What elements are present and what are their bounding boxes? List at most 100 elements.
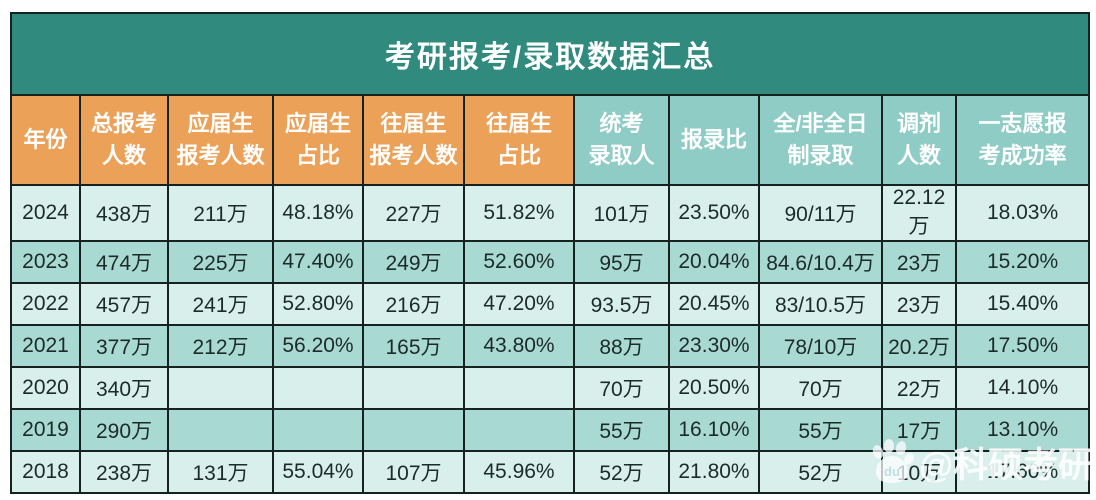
data-cell: 51.82%	[463, 184, 575, 242]
column-header-9: 全/非全日 制录取	[758, 94, 883, 186]
data-cell: 101万	[573, 184, 670, 242]
data-cell: 95万	[573, 240, 670, 284]
data-cell: 52万	[573, 450, 670, 494]
data-cell: 20.04%	[668, 240, 760, 284]
year-cell: 2023	[10, 240, 81, 284]
data-cell: 212万	[167, 324, 274, 368]
column-header-1: 年份	[10, 94, 81, 186]
table-title: 考研报考/录取数据汇总	[9, 12, 1091, 96]
column-header-6: 往届生 占比	[463, 94, 575, 186]
data-cell	[362, 408, 465, 452]
data-cell: 131万	[167, 450, 274, 494]
data-cell: 43.80%	[463, 324, 575, 368]
data-cell: 165万	[362, 324, 465, 368]
data-cell: 14.10%	[954, 366, 1091, 410]
data-cell: 52.80%	[272, 282, 364, 326]
year-cell: 2024	[10, 184, 81, 242]
data-cell: 17.50%	[954, 324, 1091, 368]
data-cell: 438万	[79, 184, 169, 242]
data-cell: 47.40%	[272, 240, 364, 284]
column-header-10: 调剂 人数	[881, 94, 957, 186]
data-cell: 70万	[573, 366, 670, 410]
data-cell: 20.45%	[668, 282, 760, 326]
data-cell: 474万	[79, 240, 169, 284]
data-cell: 78/10万	[758, 324, 883, 368]
data-cell: 15.40%	[954, 282, 1091, 326]
column-header-3: 应届生 报考人数	[167, 94, 274, 186]
title-row: 考研报考/录取数据汇总	[9, 12, 1091, 96]
admissions-data-table: 考研报考/录取数据汇总 年份 总报考 人数 应届生 报考人数 应届生 占比 往届生 报考…	[9, 12, 1091, 494]
data-cell: 22万	[881, 366, 957, 410]
data-cell: 52万	[758, 450, 883, 494]
column-header-11: 一志愿报 考成功率	[954, 94, 1091, 186]
data-cell: 52.60%	[463, 240, 575, 284]
data-cell: 216万	[362, 282, 465, 326]
year-cell: 2022	[10, 282, 81, 326]
data-cell	[167, 408, 274, 452]
table-row: 2022 457万 241万 52.80% 216万 47.20% 93.5万 20.45% 8…	[10, 282, 1091, 326]
table-row: 2021 377万 212万 56.20% 165万 43.80% 88万 23.30% 78/…	[10, 324, 1091, 368]
data-cell: 16.10%	[668, 408, 760, 452]
data-cell: 70万	[758, 366, 883, 410]
table-row: 2020 340万 70万 20.50% 70万 22万 14.10%	[10, 366, 1091, 410]
data-cell: 56.20%	[272, 324, 364, 368]
data-cell: 18.03%	[954, 184, 1091, 242]
table-row: 2019 290万 55万 16.10% 55万 17万 13.10%	[10, 408, 1091, 452]
data-cell: 21.80%	[668, 450, 760, 494]
data-cell: 84.6/10.4万	[758, 240, 883, 284]
data-cell	[463, 408, 575, 452]
data-cell: 90/11万	[758, 184, 883, 242]
data-cell: 20.50%	[668, 366, 760, 410]
data-cell: 107万	[362, 450, 465, 494]
column-header-5: 往届生 报考人数	[362, 94, 465, 186]
year-cell: 2019	[10, 408, 81, 452]
data-cell: 83/10.5万	[758, 282, 883, 326]
data-cell: 241万	[167, 282, 274, 326]
data-cell: 45.96%	[463, 450, 575, 494]
data-cell: 22.12万	[881, 184, 957, 242]
data-cell: 13.10%	[954, 408, 1091, 452]
data-cell: 23.50%	[668, 184, 760, 242]
column-header-7: 统考 录取人	[573, 94, 670, 186]
data-cell	[272, 366, 364, 410]
data-cell: 48.18%	[272, 184, 364, 242]
data-cell: 55.04%	[272, 450, 364, 494]
data-cell: 227万	[362, 184, 465, 242]
data-cell: 23万	[881, 240, 957, 284]
year-cell: 2018	[10, 450, 81, 494]
table-row: 2018 238万 131万 55.04% 107万 45.96% 52万 21.80% 52万…	[10, 450, 1091, 494]
data-cell: 225万	[167, 240, 274, 284]
data-cell: 340万	[79, 366, 169, 410]
data-cell: 88万	[573, 324, 670, 368]
data-cell: 238万	[79, 450, 169, 494]
data-cell: 17.60%	[954, 450, 1091, 494]
table-row: 2023 474万 225万 47.40% 249万 52.60% 95万 20.04% 84.…	[10, 240, 1091, 284]
column-header-2: 总报考 人数	[79, 94, 169, 186]
column-header-4: 应届生 占比	[272, 94, 364, 186]
data-cell: 23.30%	[668, 324, 760, 368]
data-cell	[362, 366, 465, 410]
year-cell: 2021	[10, 324, 81, 368]
data-cell: 23万	[881, 282, 957, 326]
data-cell: 55万	[573, 408, 670, 452]
column-header-row: 年份 总报考 人数 应届生 报考人数 应届生 占比 往届生 报考人数 往届生 占比 统考 录…	[10, 94, 1091, 186]
data-cell: 457万	[79, 282, 169, 326]
data-cell: 10万	[881, 450, 957, 494]
data-cell: 290万	[79, 408, 169, 452]
table-row: 2024 438万 211万 48.18% 227万 51.82% 101万 23.50% 90…	[10, 184, 1091, 242]
data-cell: 93.5万	[573, 282, 670, 326]
data-cell: 377万	[79, 324, 169, 368]
data-cell: 211万	[167, 184, 274, 242]
data-cell: 249万	[362, 240, 465, 284]
column-header-8: 报录比	[668, 94, 760, 186]
data-cell	[167, 366, 274, 410]
data-cell: 17万	[881, 408, 957, 452]
data-cell: 47.20%	[463, 282, 575, 326]
data-cell	[272, 408, 364, 452]
year-cell: 2020	[10, 366, 81, 410]
data-cell: 15.20%	[954, 240, 1091, 284]
data-cell: 20.2万	[881, 324, 957, 368]
data-cell: 55万	[758, 408, 883, 452]
table-body: 2024 438万 211万 48.18% 227万 51.82% 101万 23.50% 90…	[10, 184, 1091, 494]
